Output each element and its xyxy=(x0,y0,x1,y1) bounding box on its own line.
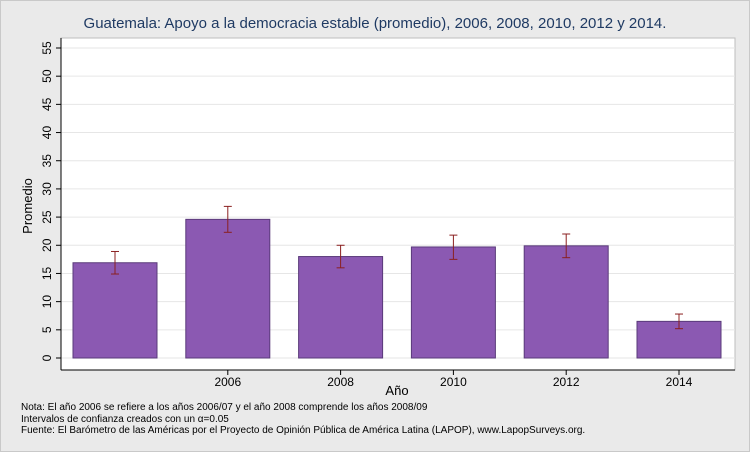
y-tick-label: 0 xyxy=(40,354,54,361)
note-line: Nota: El año 2006 se refiere a los años … xyxy=(21,402,428,413)
y-tick-label: 20 xyxy=(40,238,54,252)
bar xyxy=(523,245,609,359)
bar xyxy=(410,246,496,359)
bar xyxy=(185,218,271,359)
y-tick-label: 10 xyxy=(40,295,54,309)
y-tick-label: 55 xyxy=(40,41,54,55)
y-tick-label: 25 xyxy=(40,210,54,224)
note-line: Fuente: El Barómetro de las Américas por… xyxy=(21,425,586,436)
y-tick-label: 15 xyxy=(40,266,54,280)
y-tick-label: 45 xyxy=(40,97,54,111)
y-tick-label: 50 xyxy=(40,69,54,83)
chart-title: Guatemala: Apoyo a la democracia estable… xyxy=(83,15,667,32)
x-tick-label: 2010 xyxy=(440,375,467,389)
y-axis-label: Promedio xyxy=(20,178,35,234)
note-line: Intervalos de confianza creados con un α… xyxy=(21,413,229,425)
footnotes: Nota: El año 2006 se refiere a los años … xyxy=(21,402,585,437)
x-tick-label: 2008 xyxy=(327,375,354,389)
x-axis-label: Año xyxy=(385,383,408,398)
y-tick-label: 40 xyxy=(40,126,54,140)
plot-area xyxy=(60,37,736,371)
bar xyxy=(298,256,384,359)
x-tick-label: 2014 xyxy=(666,375,693,389)
bar xyxy=(72,262,158,359)
y-tick-label: 5 xyxy=(40,326,54,333)
x-tick-label: 2012 xyxy=(553,375,580,389)
x-tick-label: 2006 xyxy=(214,375,241,389)
y-tick-label: 35 xyxy=(40,154,54,168)
y-tick-label: 30 xyxy=(40,182,54,196)
bar-chart: 0 5 10 15 20 25 30 35 40 45 50 55 Promedio 2006 2008 20… xyxy=(20,37,736,398)
